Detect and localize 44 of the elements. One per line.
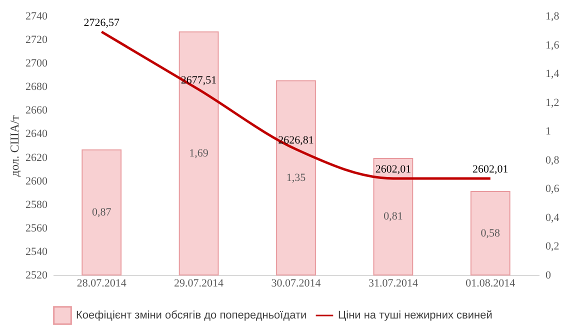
y2-tick-label: 0,2 <box>546 240 560 253</box>
y2-tick-label: 0,4 <box>546 212 560 224</box>
y2-tick-label: 1 <box>546 126 551 138</box>
data-label: 2602,01 <box>375 163 412 176</box>
bar <box>373 158 414 276</box>
data-label: 1,35 <box>286 172 306 184</box>
y2-tick-label: 0,8 <box>546 154 560 166</box>
y-tick-label: 2640 <box>26 128 48 140</box>
y-tick-label: 2680 <box>26 81 48 94</box>
y2-tick-label: 1,2 <box>546 96 560 109</box>
data-label: 1,69 <box>189 147 209 160</box>
bar <box>82 149 122 276</box>
y2-tick-label: 1,4 <box>546 68 560 80</box>
y2-tick-label: 0,6 <box>546 183 560 196</box>
data-label: 0,81 <box>384 210 403 223</box>
y-axis-title: дол. США/т <box>8 114 22 177</box>
x-tick-label: 30.07.2014 <box>271 278 322 290</box>
x-tick-label: 29.07.2014 <box>174 278 224 290</box>
y-tick-label: 2660 <box>26 104 48 117</box>
data-label: 0,58 <box>480 227 501 240</box>
legend-label: Ціни на туші нежирних свиней <box>338 310 492 322</box>
bar <box>470 191 510 276</box>
y2-tick-label: 1,8 <box>546 10 560 22</box>
legend-label: Коефіцієнт зміни обсягів до попередньоїдати <box>76 310 307 322</box>
y-tick-label: 2700 <box>26 58 48 70</box>
bar <box>178 31 219 276</box>
y2-tick-label: 1,6 <box>546 39 560 52</box>
data-label: 2626,81 <box>278 134 314 146</box>
y2-tick-label: 0 <box>546 270 552 282</box>
y-tick-label: 2740 <box>26 10 48 22</box>
y-tick-label: 2540 <box>26 246 48 258</box>
y-tick-label: 2580 <box>26 198 48 211</box>
y-tick-label: 2720 <box>26 34 48 46</box>
y-tick-label: 2620 <box>26 152 48 164</box>
data-label: 2602,01 <box>472 163 508 176</box>
data-label: 2726,57 <box>84 16 120 29</box>
x-tick-label: 28.07.2014 <box>76 278 127 290</box>
data-label: 0,87 <box>92 206 112 218</box>
y-tick-label: 2560 <box>26 222 48 234</box>
y-tick-label: 2520 <box>26 270 48 282</box>
y-tick-label: 2600 <box>26 175 48 188</box>
x-tick-label: 01.08.2014 <box>466 278 516 290</box>
x-tick-label: 31.07.2014 <box>368 278 418 290</box>
bar <box>276 80 316 276</box>
